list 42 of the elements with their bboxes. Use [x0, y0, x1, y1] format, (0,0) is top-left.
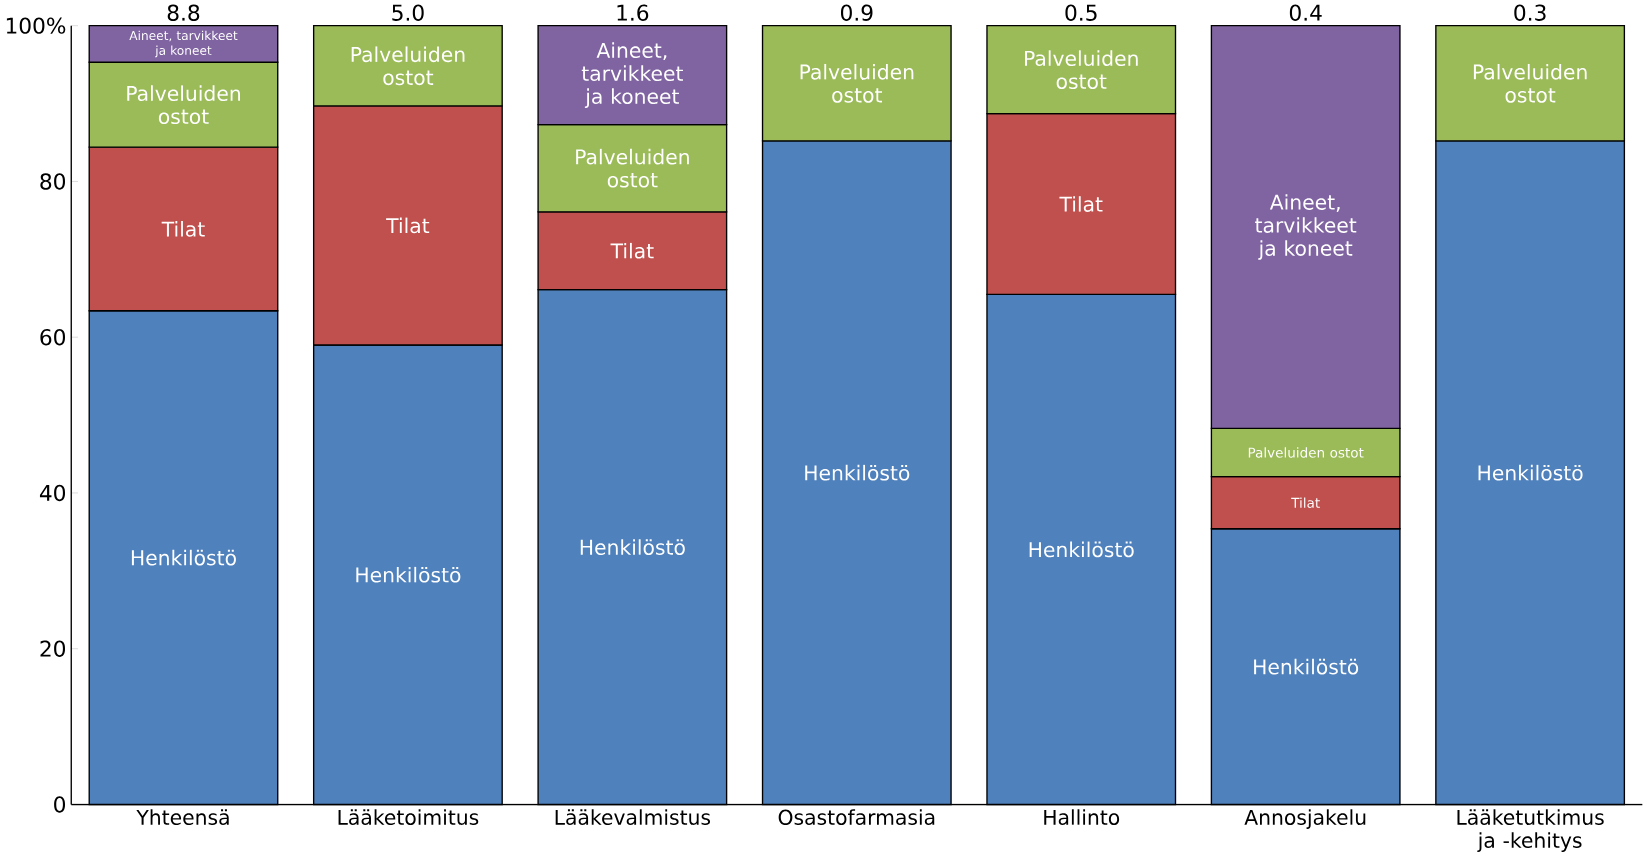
x-tick-label: Osastofarmasia	[778, 809, 935, 825]
text: Tilat	[386, 217, 430, 234]
text: Henkilöstö	[580, 539, 685, 555]
series-label: Tilat	[1291, 497, 1320, 508]
text: Palveluiden ostot	[351, 46, 465, 85]
y-tick-label: 40	[39, 484, 66, 501]
text: Palveluiden ostot	[800, 63, 914, 103]
series-label: Aineet, tarvikkeet ja koneet	[129, 30, 238, 58]
annotation: 8.8	[167, 4, 200, 21]
x-tick-label: Annosjakelu	[1244, 809, 1366, 829]
y-tick-label: 80	[40, 173, 66, 190]
annotation: 5.0	[392, 4, 424, 21]
text: Henkilöstö	[1478, 464, 1583, 481]
text: Palveluiden ostot	[576, 148, 689, 188]
x-tick-label: Yhteensä	[136, 809, 229, 825]
y-tick-label: 20	[40, 640, 66, 657]
text: Henkilöstö	[1029, 541, 1134, 558]
y-tick-label: 60	[40, 328, 66, 346]
series-label: Henkilöstö	[805, 464, 910, 481]
series-label: Palveluiden ostot	[1248, 446, 1364, 458]
text: Palveluiden ostot	[1025, 50, 1138, 89]
text: Henkilöstö	[356, 566, 461, 583]
text: Palveluiden ostot	[1473, 63, 1587, 103]
annotation: 0.4	[1289, 4, 1322, 21]
annotation: 1.6	[617, 4, 649, 21]
y-tick-label: 100%	[6, 17, 66, 34]
text: Aineet, tarvikkeet ja koneet	[581, 42, 683, 108]
text: Tilat	[161, 220, 205, 237]
y-tick-label: 0	[54, 796, 66, 813]
text: Aineet, tarvikkeet ja koneet	[1255, 193, 1357, 260]
text: Henkilöstö	[131, 549, 236, 566]
text: Henkilöstö	[1254, 658, 1359, 675]
text: Tilat	[610, 242, 654, 259]
x-tick-label: Lääketoimitus	[338, 809, 479, 825]
annotation: 0.3	[1514, 4, 1546, 21]
annotation: 0.5	[1065, 4, 1097, 21]
x-tick-label: Lääketutkimus ja -kehitys	[1457, 809, 1604, 852]
text: Tilat	[1059, 195, 1103, 212]
annotation: 0.9	[840, 4, 873, 21]
x-tick-label: Lääkevalmistus	[555, 809, 711, 825]
text: Palveluiden ostot	[127, 85, 240, 124]
x-tick-label: Hallinto	[1044, 809, 1120, 825]
